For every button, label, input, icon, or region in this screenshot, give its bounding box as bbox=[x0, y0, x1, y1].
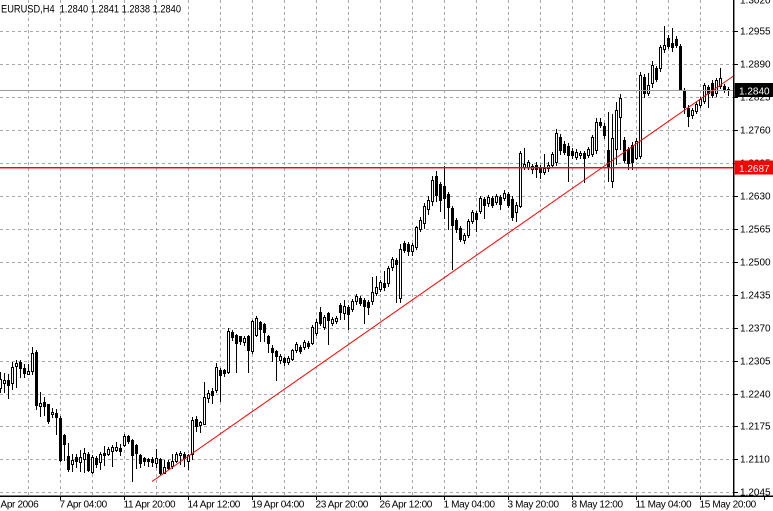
svg-text:Apr 2006: Apr 2006 bbox=[1, 500, 40, 511]
svg-text:7 Apr 04:00: 7 Apr 04:00 bbox=[60, 500, 108, 511]
svg-text:1.2240: 1.2240 bbox=[740, 390, 771, 401]
svg-text:1.2890: 1.2890 bbox=[740, 60, 771, 71]
svg-text:8 May 12:00: 8 May 12:00 bbox=[572, 500, 624, 511]
svg-text:26 Apr 12:00: 26 Apr 12:00 bbox=[380, 500, 433, 511]
svg-text:1.2045: 1.2045 bbox=[740, 488, 771, 499]
svg-text:23 Apr 20:00: 23 Apr 20:00 bbox=[316, 500, 369, 511]
svg-text:1.2435: 1.2435 bbox=[740, 291, 771, 302]
svg-text:1.2825: 1.2825 bbox=[740, 93, 771, 104]
svg-text:1.2687: 1.2687 bbox=[739, 164, 770, 175]
svg-text:EURUSD,H4 1.2840 1.2841 1.283: EURUSD,H4 1.2840 1.2841 1.2838 1.2840 bbox=[1, 4, 181, 16]
svg-text:1.2565: 1.2565 bbox=[740, 225, 771, 236]
svg-text:1.2760: 1.2760 bbox=[740, 126, 771, 137]
svg-text:15 May 20:00: 15 May 20:00 bbox=[700, 500, 757, 511]
svg-text:11 May 04:00: 11 May 04:00 bbox=[636, 500, 692, 511]
svg-text:14 Apr 12:00: 14 Apr 12:00 bbox=[188, 500, 241, 511]
svg-text:1.3020: 1.3020 bbox=[740, 0, 771, 7]
svg-text:1.2500: 1.2500 bbox=[740, 258, 771, 269]
svg-text:1 May 04:00: 1 May 04:00 bbox=[444, 500, 496, 511]
svg-text:1.2370: 1.2370 bbox=[740, 324, 771, 335]
svg-text:1.2630: 1.2630 bbox=[740, 192, 771, 203]
svg-text:1.2175: 1.2175 bbox=[740, 422, 771, 433]
svg-text:3 May 20:00: 3 May 20:00 bbox=[508, 500, 560, 511]
svg-text:19 Apr 04:00: 19 Apr 04:00 bbox=[252, 500, 305, 511]
svg-text:1.2110: 1.2110 bbox=[740, 455, 770, 466]
svg-text:11 Apr 20:00: 11 Apr 20:00 bbox=[124, 500, 177, 511]
svg-text:1.2955: 1.2955 bbox=[740, 27, 771, 38]
svg-text:1.2840: 1.2840 bbox=[739, 87, 770, 98]
svg-text:1.2305: 1.2305 bbox=[740, 357, 771, 368]
